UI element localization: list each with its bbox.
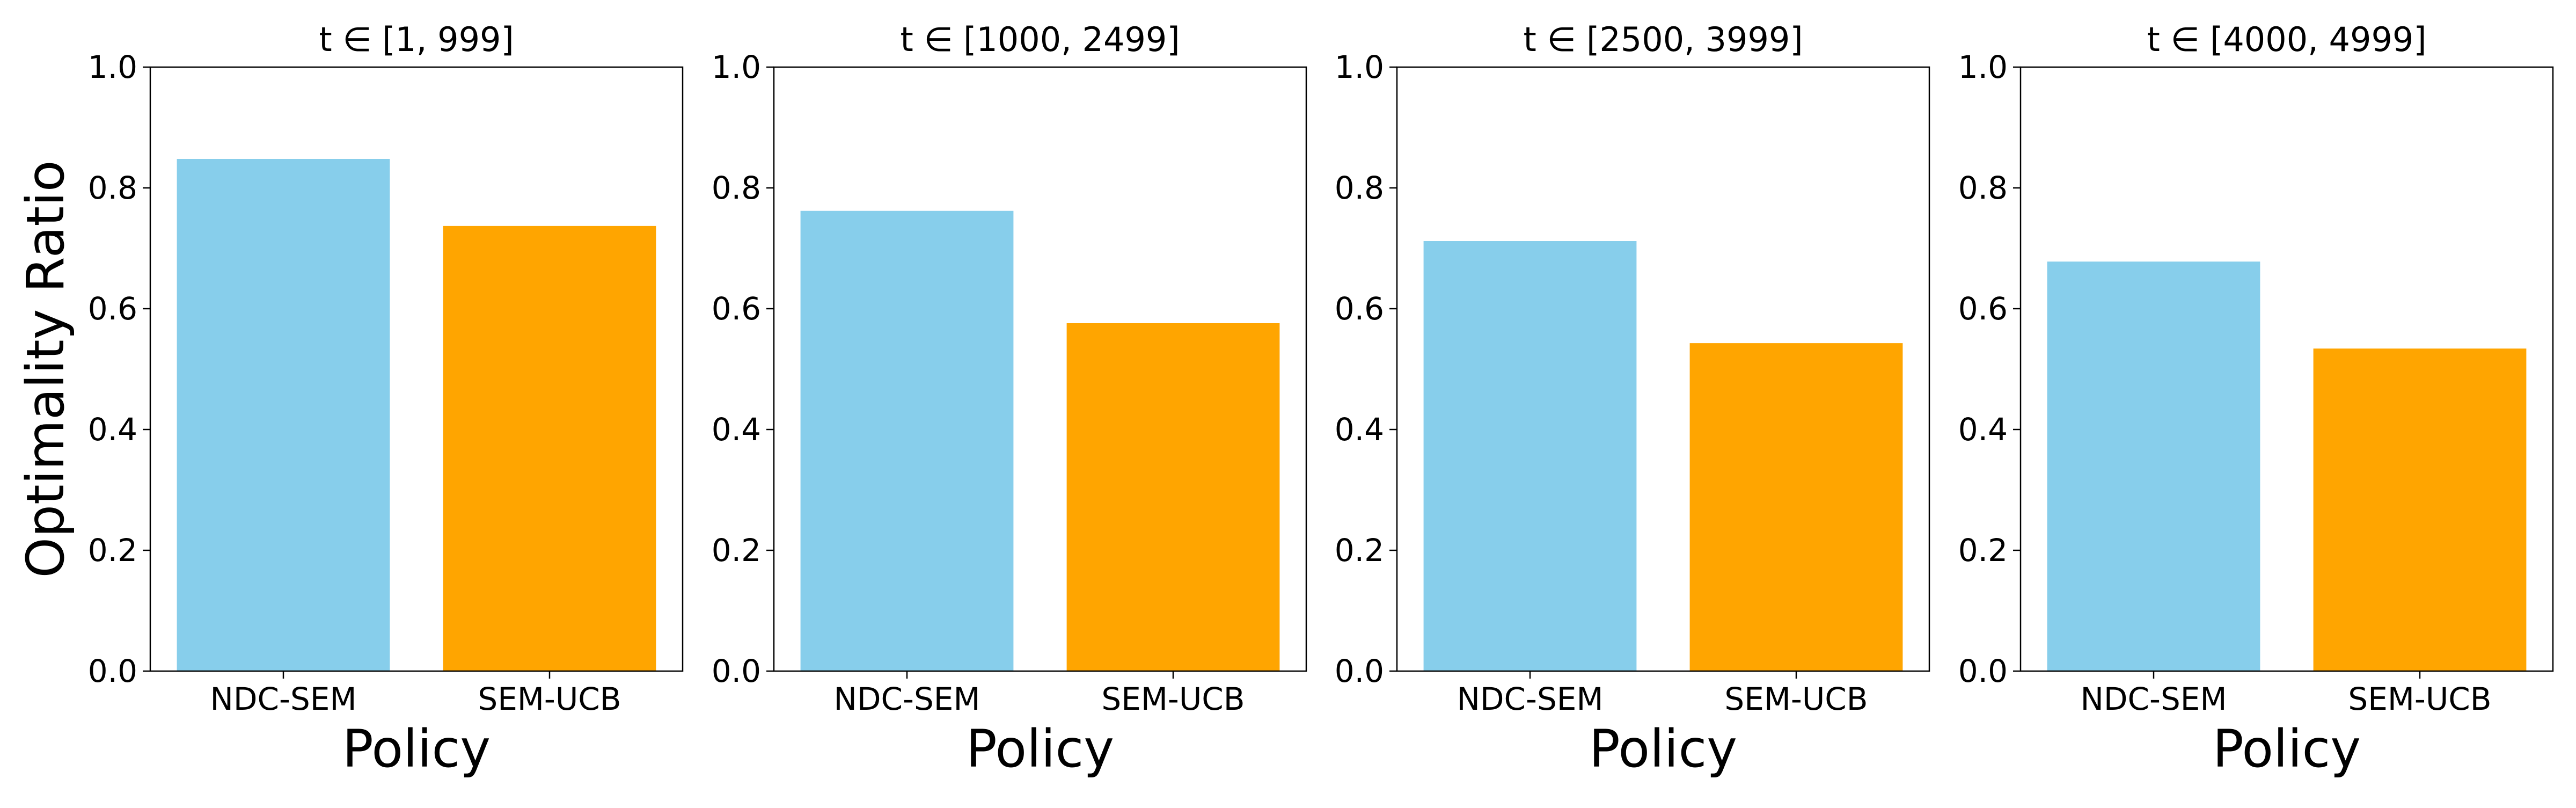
bar-sem-ucb (1689, 343, 1903, 671)
y-tick-label: 1.0 (1958, 49, 2008, 85)
x-tick-label: NDC-SEM (210, 681, 357, 717)
y-tick-label: 0.4 (88, 411, 137, 448)
y-tick-label: 0.8 (88, 170, 137, 206)
plot-frame (149, 66, 684, 672)
x-axis-label: Policy (342, 719, 491, 779)
x-tick-label: NDC-SEM (834, 681, 980, 717)
bar-sem-ucb (443, 225, 656, 671)
y-tick-label: 1.0 (712, 49, 761, 85)
chart-panel-3: NDC-SEM SEM-UCB 0.0 0.2 0.4 0.6 0.8 1.0 t ∈ [250… (1335, 20, 1930, 779)
y-axis-label: Optimality Ratio (16, 161, 76, 578)
y-tick-label: 1.0 (88, 49, 137, 85)
y-tick-label: 0.0 (1958, 653, 2008, 689)
x-tick-label: NDC-SEM (1457, 681, 1604, 717)
y-tick-label: 0.0 (712, 653, 761, 689)
y-tick-label: 0.4 (712, 411, 761, 448)
y-tick-label: 0.2 (88, 532, 137, 569)
x-tick-label: SEM-UCB (1724, 681, 1868, 717)
y-tick-label: 0.2 (1335, 532, 1384, 569)
x-axis-label: Policy (2213, 719, 2361, 779)
y-tick-label: 0.4 (1335, 411, 1384, 448)
y-tick-label: 0.2 (1958, 532, 2008, 569)
y-tick-label: 0.0 (88, 653, 137, 689)
y-tick-label: 0.6 (712, 290, 761, 327)
y-tick-label: 0.2 (712, 532, 761, 569)
bar-ndc-sem (2047, 261, 2260, 671)
bar-ndc-sem (1423, 241, 1637, 671)
bar-ndc-sem (177, 159, 390, 671)
bar-ndc-sem (800, 210, 1014, 671)
y-tick-label: 0.8 (1958, 170, 2008, 206)
panel-title: t ∈ [1, 999] (319, 20, 514, 59)
y-tick-label: 1.0 (1335, 49, 1384, 85)
x-axis-label: Policy (1589, 719, 1737, 779)
y-tick-label: 0.4 (1958, 411, 2008, 448)
plot-frame (2019, 66, 2554, 672)
x-tick-label: SEM-UCB (478, 681, 621, 717)
bar-sem-ucb (2313, 348, 2527, 671)
panel-title: t ∈ [4000, 4999] (2147, 20, 2426, 59)
chart-panel-2: NDC-SEM SEM-UCB 0.0 0.2 0.4 0.6 0.8 1.0 t ∈ [100… (712, 20, 1307, 779)
plot-frame (773, 66, 1307, 672)
bar-sem-ucb (1066, 323, 1280, 671)
x-tick-label: NDC-SEM (2081, 681, 2227, 717)
x-tick-label: SEM-UCB (1101, 681, 1245, 717)
chart-panel-4: NDC-SEM SEM-UCB 0.0 0.2 0.4 0.6 0.8 1.0 t ∈ [400… (1958, 20, 2554, 779)
y-tick-label: 0.6 (1958, 290, 2008, 327)
chart-panel-1: NDC-SEM SEM-UCB 0.0 0.2 0.4 0.6 0.8 1.0 t ∈ [1, … (16, 20, 684, 779)
y-tick-label: 0.8 (712, 170, 761, 206)
panel-title: t ∈ [2500, 3999] (1523, 20, 1803, 59)
x-tick-label: SEM-UCB (2348, 681, 2491, 717)
y-tick-label: 0.8 (1335, 170, 1384, 206)
y-tick-label: 0.6 (88, 290, 137, 327)
y-tick-label: 0.6 (1335, 290, 1384, 327)
plot-frame (1396, 66, 1930, 672)
panel-title: t ∈ [1000, 2499] (900, 20, 1180, 59)
x-axis-label: Policy (966, 719, 1114, 779)
y-tick-label: 0.0 (1335, 653, 1384, 689)
